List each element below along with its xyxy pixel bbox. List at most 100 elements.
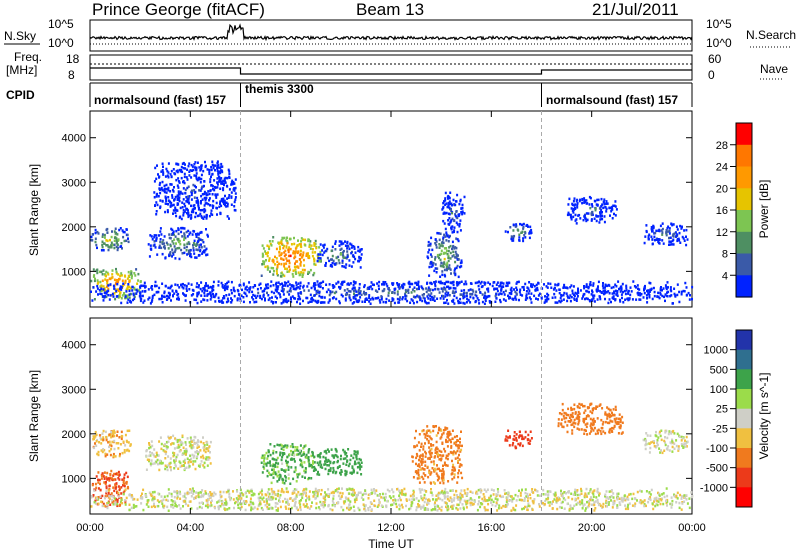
velocity-colorbar: 1000 500 100 25 -25 -100 -500 -1000 — [700, 329, 753, 508]
velocity-region-8 — [642, 429, 689, 455]
velocity-colorbar-tick-label: -100 — [706, 443, 728, 455]
nsearch-tick-top: 10^5 — [706, 17, 732, 31]
velocity-colorbar-swatch — [736, 467, 752, 488]
power-region-11 — [90, 280, 694, 305]
y-axis-label-power: Slant Range [km] — [27, 164, 41, 256]
velocity-region-1 — [92, 429, 132, 459]
power-colorbar-swatch — [736, 144, 752, 168]
axes: 00:00 04:00 08:00 12:00 16:00 20:00 00:00 4000 4… — [62, 111, 706, 534]
nave-tick-bottom: 0 — [708, 68, 715, 82]
nsearch-label: N.Search — [746, 28, 797, 42]
y-tick-label: 4000 — [62, 340, 86, 352]
velocity-region-5 — [411, 425, 464, 485]
velocity-colorbar-tick-label: -500 — [706, 463, 728, 475]
power-colorbar-swatch — [736, 188, 752, 211]
power-colorbar-label: Power [dB] — [757, 180, 771, 239]
power-colorbar-tick-label: 24 — [716, 162, 728, 174]
power-colorbar-tick-label: 4 — [722, 270, 728, 282]
y-tick-label: 1000 — [62, 473, 86, 485]
x-tick-label: 20:00 — [578, 522, 606, 534]
nave-tick-top: 60 — [708, 52, 722, 66]
velocity-colorbar-label: Velocity [m s^-1] — [757, 373, 771, 460]
power-region-7 — [441, 191, 466, 234]
velocity-colorbar-swatch — [736, 349, 752, 370]
velocity-colorbar-frame — [735, 329, 753, 508]
power-colorbar-tick-label: 20 — [716, 183, 728, 195]
y-tick-label: 2000 — [62, 429, 86, 441]
nsky-tick-bottom: 10^0 — [48, 36, 74, 50]
power-region-10 — [643, 222, 689, 247]
nsky-label: N.Sky — [4, 29, 37, 43]
station-title: Prince George (fitACF) — [92, 0, 265, 19]
power-colorbar-swatch — [736, 166, 752, 189]
power-region-5 — [316, 240, 363, 269]
power-colorbar-swatch — [736, 123, 752, 146]
noise-line — [89, 23, 693, 42]
power-region-2 — [147, 226, 209, 261]
power-region-1 — [90, 227, 130, 252]
power-colorbar-tick-label: 8 — [722, 249, 728, 261]
cpid-markers — [240, 83, 542, 107]
x-tick-label: 00:00 — [678, 522, 706, 534]
freq-tick-bottom: 8 — [68, 68, 75, 82]
velocity-colorbar-swatch — [736, 487, 752, 508]
velocity-region-2 — [145, 434, 212, 472]
cpid-label: CPID — [6, 88, 35, 102]
velocity-region-4 — [316, 447, 363, 477]
y-tick-label: 4000 — [62, 133, 86, 145]
velocity-region-3 — [260, 443, 317, 485]
power-colorbar-swatch — [736, 253, 752, 276]
power-colorbar-tick-label: 16 — [716, 205, 728, 217]
power-region-0 — [90, 267, 142, 301]
x-tick-label: 08:00 — [277, 522, 305, 534]
x-tick-label: 16:00 — [478, 522, 506, 534]
power-colorbar: 28 24 20 16 12 8 4 — [716, 122, 753, 298]
velocity-colorbar-swatch — [736, 428, 752, 449]
cpid-segment-2: themis 3300 — [245, 82, 314, 96]
cpid-segment-3: normalsound (fast) 157 — [546, 93, 679, 107]
velocity-colorbar-swatch — [736, 369, 752, 390]
nsky-tick-top: 10^5 — [48, 17, 74, 31]
velocity-colorbar-tick-label: -25 — [712, 423, 728, 435]
power-colorbar-swatch — [736, 275, 752, 298]
y-tick-label: 2000 — [62, 222, 86, 234]
nsearch-tick-bottom: 10^0 — [706, 36, 732, 50]
velocity-colorbar-swatch — [736, 408, 752, 429]
power-region-3 — [153, 160, 237, 221]
nave-label: Nave — [760, 62, 789, 76]
velocity-colorbar-tick-label: 100 — [710, 384, 728, 396]
noise-trace — [4, 23, 792, 48]
y-axis-label-velocity: Slant Range [km] — [27, 370, 41, 462]
noise-panel-frame — [89, 19, 693, 52]
y-tick-label: 3000 — [62, 384, 86, 396]
freq-label-line2: [MHz] — [6, 63, 38, 77]
x-tick-label: 12:00 — [377, 522, 405, 534]
power-region-6 — [426, 231, 463, 279]
freq-label-line1: Freq. — [14, 50, 43, 64]
freq-tick-top: 18 — [66, 52, 80, 66]
cpid-segment-1: normalsound (fast) 157 — [94, 93, 227, 107]
velocity-region-0 — [91, 469, 130, 508]
power-region-8 — [504, 222, 533, 243]
power-colorbar-tick-label: 28 — [716, 140, 728, 152]
velocity-colorbar-swatch — [736, 448, 752, 469]
power-colorbar-swatch — [736, 210, 752, 233]
power-colorbar-tick-label: 12 — [716, 227, 728, 239]
y-tick-label: 1000 — [62, 266, 86, 278]
velocity-colorbar-tick-label: 500 — [710, 364, 728, 376]
velocity-colorbar-tick-label: 25 — [716, 404, 728, 416]
freq-trace — [90, 63, 784, 80]
power-colorbar-swatch — [736, 231, 752, 255]
power-region-4 — [260, 236, 322, 278]
velocity-data — [90, 402, 694, 512]
velocity-region-7 — [557, 402, 624, 436]
velocity-colorbar-tick-label: 1000 — [704, 345, 728, 357]
x-tick-label: 00:00 — [76, 522, 104, 534]
freq-line — [90, 67, 692, 75]
beam-title: Beam 13 — [356, 0, 425, 19]
velocity-colorbar-swatch — [736, 389, 752, 410]
x-tick-label: 04:00 — [177, 522, 205, 534]
power-data — [90, 160, 694, 305]
date-title: 21/Jul/2011 — [592, 0, 679, 19]
